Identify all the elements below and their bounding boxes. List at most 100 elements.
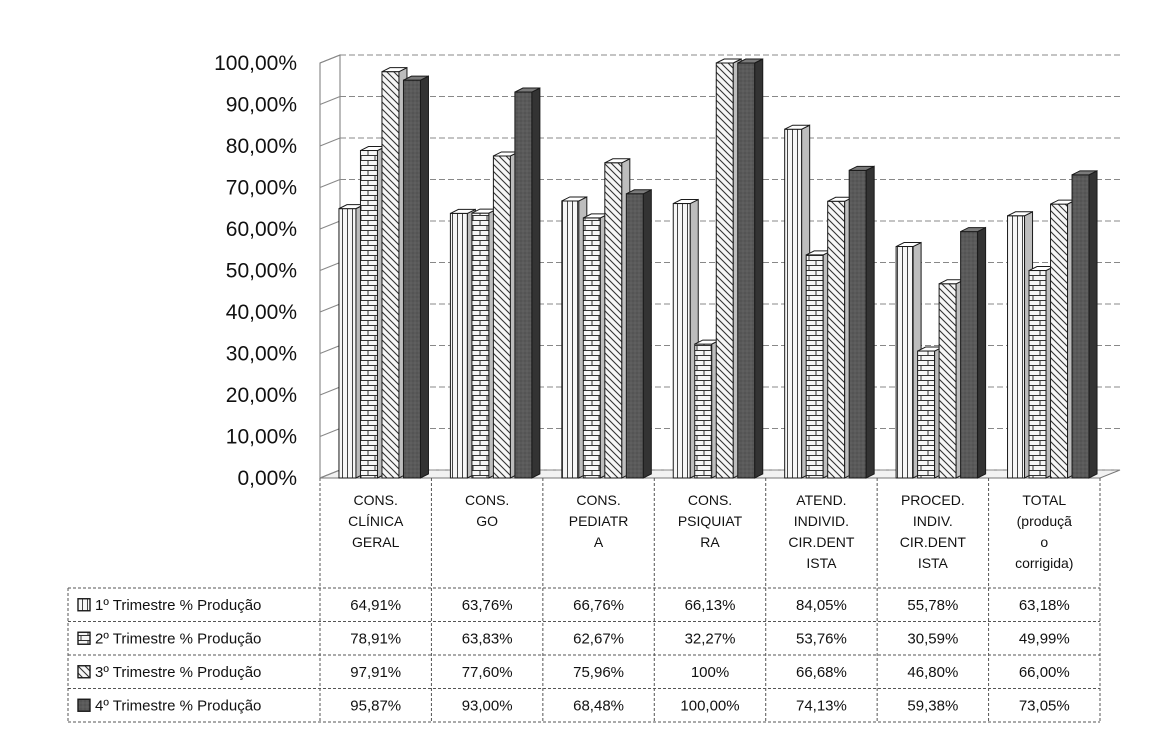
y-tick-label: 70,00% xyxy=(226,177,297,200)
y-tick-label: 50,00% xyxy=(226,260,297,283)
y-tick-label: 0,00% xyxy=(237,467,297,490)
bar xyxy=(848,165,875,479)
table-cell: 74,13% xyxy=(796,697,847,714)
y-tick-label: 40,00% xyxy=(226,301,297,324)
bar-front xyxy=(492,155,511,479)
table-cell: 95,87% xyxy=(350,697,401,714)
category-label-line: CONS. xyxy=(576,492,620,508)
bar-front xyxy=(514,91,533,479)
bar-front xyxy=(694,343,713,479)
bar xyxy=(960,226,987,479)
bar-front xyxy=(561,200,580,479)
y-tick-label: 100,00% xyxy=(214,52,297,75)
bar-front xyxy=(1050,203,1069,479)
table-cell: 66,00% xyxy=(1019,664,1070,681)
category-label-line: o xyxy=(1040,534,1048,550)
bar-side xyxy=(865,165,875,479)
legend-label: 1º Trimestre % Produção xyxy=(95,597,261,614)
category-label-line: A xyxy=(594,534,604,550)
bar xyxy=(514,87,541,479)
gridline-side xyxy=(319,386,341,396)
bar-top xyxy=(403,75,429,81)
gridline-side xyxy=(319,428,341,437)
bar-front xyxy=(917,350,936,479)
bar-top xyxy=(960,227,986,233)
category-label-line: INDIVID. xyxy=(794,513,849,529)
bar-front xyxy=(359,150,378,479)
legend-label: 2º Trimestre % Produção xyxy=(95,630,261,647)
bar-front xyxy=(848,169,867,479)
bar-front xyxy=(381,71,400,479)
table-cell: 66,13% xyxy=(685,597,736,614)
bar-front xyxy=(960,231,979,479)
category-label-line: CONS. xyxy=(354,492,398,508)
gridline-side xyxy=(319,137,341,147)
gridline-side xyxy=(319,54,341,64)
bar-front xyxy=(805,254,824,479)
bar-top xyxy=(604,158,631,164)
table-cell: 100,00% xyxy=(680,697,739,714)
bar-front xyxy=(1071,174,1090,479)
table-cell: 53,76% xyxy=(796,630,847,647)
gridline-side xyxy=(319,345,341,354)
bar-front xyxy=(338,208,357,479)
category-label: ATEND. INDIVID. CIR.DENT ISTA xyxy=(788,492,855,571)
bar-front xyxy=(715,62,734,479)
category-label-line: ATEND. xyxy=(796,492,846,508)
bar-side xyxy=(977,226,987,479)
category-label: CONS. GO xyxy=(465,492,509,529)
category-label: CONS. CLÍNICA GERAL xyxy=(348,492,404,550)
category-label-line: CIR.DENT xyxy=(900,534,967,550)
bar-front xyxy=(582,217,601,479)
category-label-line: PSIQUIAT xyxy=(678,513,743,529)
category-label-line: ISTA xyxy=(806,555,837,571)
category-label-line: CONS. xyxy=(465,492,509,508)
bar-front xyxy=(402,79,421,479)
table-cell: 55,78% xyxy=(907,597,958,614)
legend-label: 3º Trimestre % Produção xyxy=(95,664,261,681)
category-label-line: TOTAL xyxy=(1022,492,1066,508)
category-label-line: PEDIATR xyxy=(569,513,629,529)
bar-top xyxy=(514,87,541,93)
gridline-side xyxy=(319,262,341,271)
bar-front xyxy=(737,62,756,479)
bar-front xyxy=(1007,215,1026,479)
bar-side xyxy=(419,75,429,479)
bar-front xyxy=(471,212,490,479)
table-cell: 63,18% xyxy=(1019,597,1070,614)
table-cell: 78,91% xyxy=(350,630,401,647)
bar xyxy=(1071,170,1098,479)
bar-top xyxy=(1007,211,1033,217)
bar-front xyxy=(625,193,644,479)
table-cell: 49,99% xyxy=(1019,630,1070,647)
bar-front xyxy=(1028,270,1047,479)
table-cell: 66,68% xyxy=(796,664,847,681)
gridline-side xyxy=(319,96,341,105)
bar-side xyxy=(531,87,541,479)
bar-top xyxy=(381,67,408,73)
table-cell: 93,00% xyxy=(462,697,513,714)
bar-top xyxy=(450,208,476,214)
table-cell: 84,05% xyxy=(796,597,847,614)
legend-key xyxy=(77,698,91,712)
table-cell: 32,27% xyxy=(685,630,736,647)
y-tick-label: 10,00% xyxy=(226,426,297,449)
gridline-side xyxy=(319,303,341,313)
bar-front xyxy=(827,200,846,479)
bar-top xyxy=(895,242,922,248)
bar-side xyxy=(1088,170,1098,479)
bar-front xyxy=(895,246,914,479)
bar-side xyxy=(642,188,652,479)
table-cell: 64,91% xyxy=(350,597,401,614)
category-label-line: corrigida) xyxy=(1015,555,1073,571)
gridline-side xyxy=(319,220,341,230)
table-cell: 73,05% xyxy=(1019,697,1070,714)
table-cell: 46,80% xyxy=(907,664,958,681)
table-cell: 63,83% xyxy=(462,630,513,647)
bar-front xyxy=(672,203,691,479)
gridline-side xyxy=(319,179,341,188)
bar-side xyxy=(754,58,764,479)
category-label-line: PROCED. xyxy=(901,492,965,508)
table-cell: 59,38% xyxy=(907,697,958,714)
